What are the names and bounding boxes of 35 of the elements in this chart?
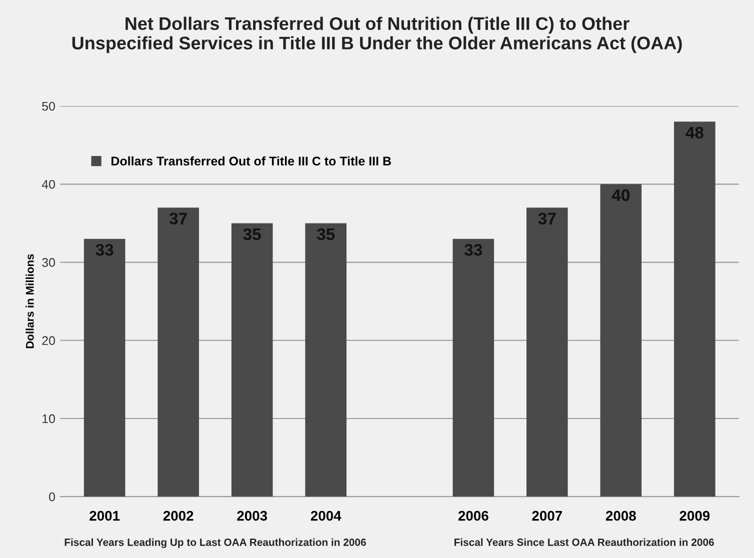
text: Fiscal Years Since Last OAA Reauthorization in 2006 xyxy=(454,538,714,546)
x-tick-label: 2006 xyxy=(458,510,488,521)
bar xyxy=(158,208,199,497)
data-label: 37 xyxy=(538,212,556,225)
x-tick-label: 2007 xyxy=(532,510,562,521)
bar xyxy=(305,223,347,497)
bar xyxy=(84,238,126,497)
bar xyxy=(674,122,716,497)
x-tick-label: 2008 xyxy=(606,510,636,521)
bar xyxy=(526,208,568,497)
x-tick-label: 2001 xyxy=(90,510,120,521)
data-label: 35 xyxy=(243,228,261,240)
bar xyxy=(231,223,273,497)
data-label: 33 xyxy=(96,244,114,256)
text: Fiscal Years Leading Up to Last OAA Reauthorization in 2006 xyxy=(64,538,366,548)
y-tick-label: 50 xyxy=(42,102,55,111)
data-label: 37 xyxy=(169,212,187,225)
data-label: 40 xyxy=(612,189,630,202)
data-label: 35 xyxy=(316,228,335,240)
chart-title: Net Dollars Transferred Out of Nutrition (Title III C) to Other Unspecified Services in Title III B Under the Older Americans Act (OAA) xyxy=(72,16,682,54)
bar xyxy=(452,238,494,497)
y-tick-label: 0 xyxy=(48,492,55,502)
y-tick-label: 10 xyxy=(42,414,55,424)
data-label: 33 xyxy=(464,244,482,256)
y-tick-label: 20 xyxy=(42,336,55,346)
x-tick-label: 2009 xyxy=(680,510,710,521)
bar xyxy=(600,184,642,497)
legend-label: Dollars Transferred Out of Title III C to Title III B xyxy=(112,156,391,166)
y-axis-title: Dollars in Millions xyxy=(26,254,34,348)
y-tick-label: 30 xyxy=(42,258,55,267)
x-tick-label: 2003 xyxy=(237,510,268,521)
data-label: 48 xyxy=(686,126,704,139)
x-tick-label: 2002 xyxy=(163,510,194,521)
x-tick-label: 2004 xyxy=(310,510,342,521)
y-tick-label: 40 xyxy=(42,180,55,189)
